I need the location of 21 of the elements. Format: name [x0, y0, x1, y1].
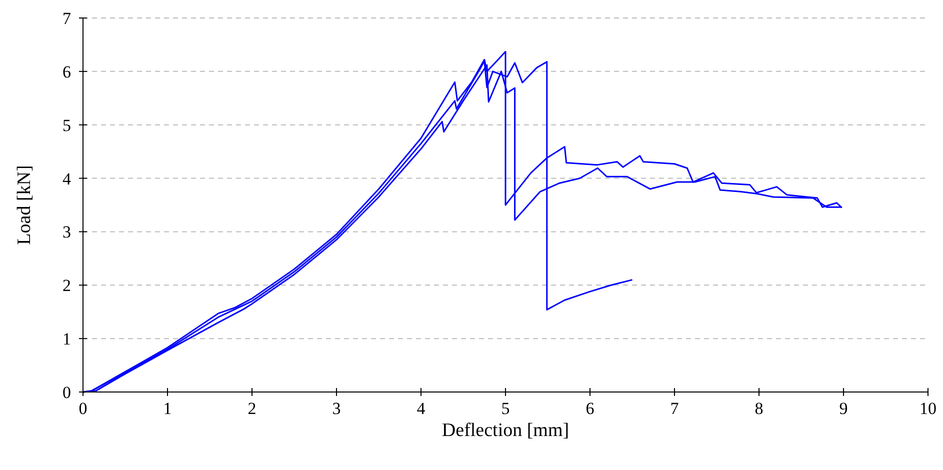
x-tick-label: 7	[670, 399, 680, 418]
x-axis-title: Deflection [mm]	[442, 420, 570, 441]
x-tick-label: 9	[839, 399, 848, 418]
x-tick-label: 8	[754, 399, 764, 418]
y-tick-label: 5	[62, 116, 71, 135]
y-tick-label: 3	[62, 222, 71, 242]
y-tick-label: 4	[62, 169, 72, 188]
y-tick-label: 2	[62, 276, 71, 296]
x-tick-label: 3	[332, 399, 341, 418]
x-tick-label: 1	[163, 399, 172, 418]
x-tick-label: 5	[501, 399, 510, 418]
x-tick-label: 0	[78, 399, 88, 418]
y-tick-label: 0	[62, 383, 71, 402]
x-tick-label: 10	[920, 399, 936, 418]
y-tick-label: 1	[62, 330, 71, 349]
x-tick-label: 2	[248, 399, 256, 418]
y-tick-label: 7	[62, 9, 72, 28]
y-tick-label: 6	[62, 62, 71, 82]
x-tick-label: 4	[416, 399, 426, 418]
y-axis-title: Load [kN]	[14, 165, 35, 245]
x-tick-label: 6	[586, 399, 594, 418]
